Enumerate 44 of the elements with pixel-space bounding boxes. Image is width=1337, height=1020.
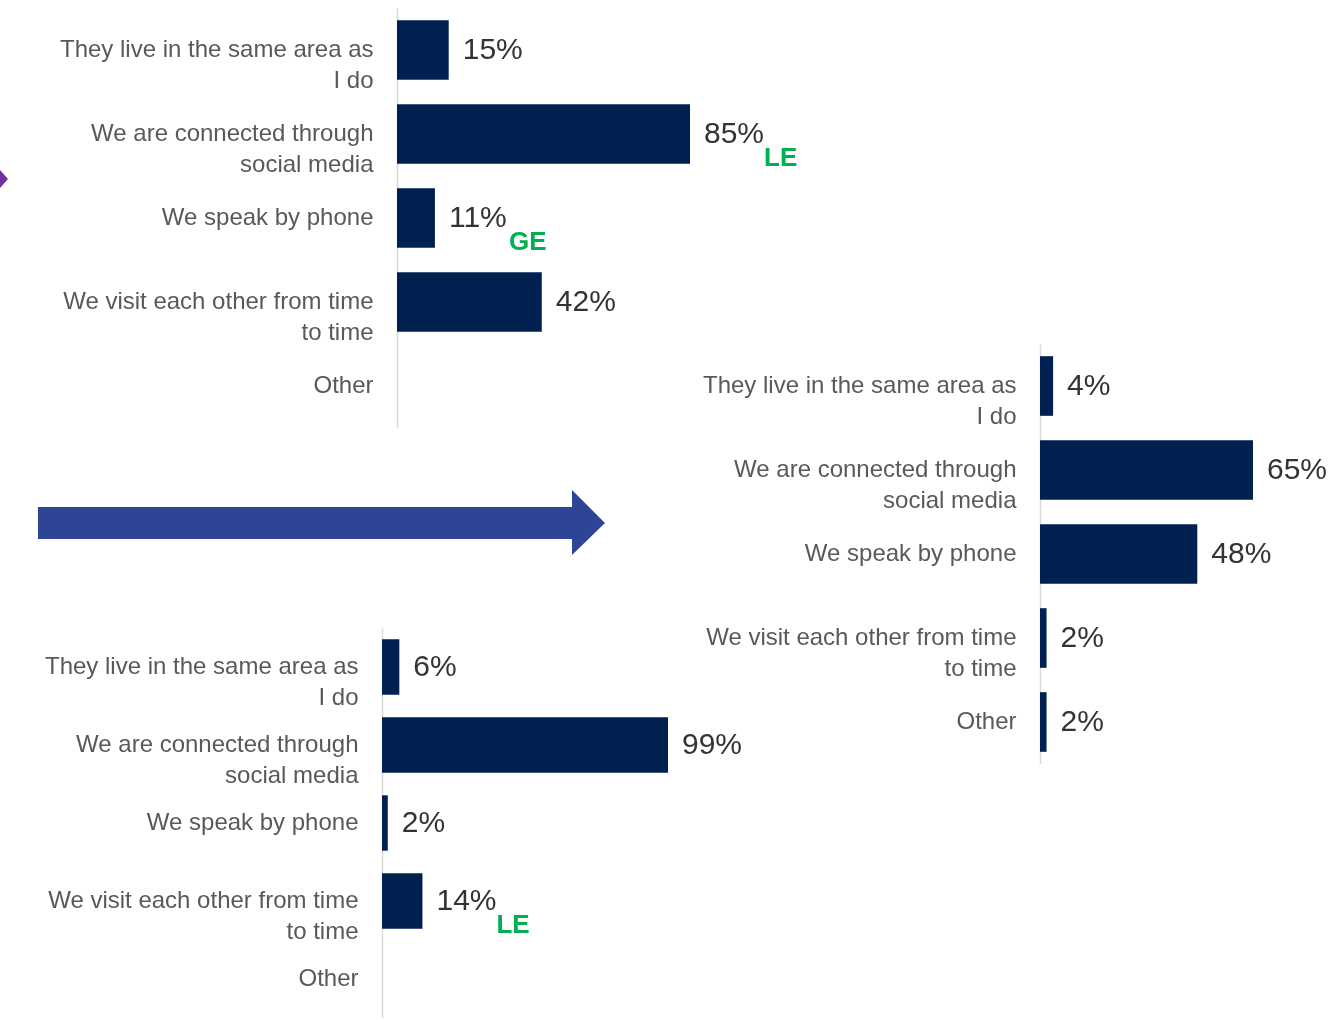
data-label: 2% — [1060, 704, 1104, 737]
y-tick-label: We visit each other from time to time — [706, 623, 1017, 681]
data-label: 15% — [462, 32, 523, 65]
y-tick-label: We are connected through social media — [91, 119, 375, 177]
data-label: 6% — [413, 649, 457, 682]
data-label: 48% — [1211, 536, 1272, 569]
data-label: 14% — [436, 883, 497, 916]
y-tick-label: They live in the same area as I do — [45, 652, 359, 710]
y-tick-label: Other — [956, 707, 1017, 734]
bar — [1040, 692, 1047, 752]
data-label: 11% — [448, 200, 507, 233]
y-tick-label: They live in the same area as I do — [60, 35, 374, 93]
data-label: 85% — [704, 116, 765, 149]
bar — [397, 188, 435, 248]
y-tick-label: We visit each other from time to time — [48, 886, 359, 944]
bar — [382, 717, 668, 773]
y-tick-label: We speak by phone — [161, 203, 374, 230]
bar — [382, 795, 388, 851]
annotation: GE — [508, 226, 547, 256]
bar — [1040, 356, 1054, 416]
annotation: LE — [764, 142, 798, 172]
y-tick-label: We are connected through social media — [734, 455, 1018, 513]
bar — [1040, 440, 1253, 500]
y-tick-label: We speak by phone — [146, 808, 359, 835]
data-label: 65% — [1267, 452, 1328, 485]
y-tick-label: We visit each other from time to time — [63, 287, 374, 345]
bar — [397, 104, 690, 164]
annotation: LE — [496, 909, 530, 939]
bar — [397, 20, 449, 80]
bar — [397, 272, 542, 332]
data-label: 99% — [682, 727, 743, 760]
bar — [1040, 608, 1047, 668]
y-tick-label: They live in the same area as I do — [703, 371, 1017, 429]
y-tick-label: We are connected through social media — [76, 730, 360, 788]
bar — [382, 639, 400, 695]
data-label: 4% — [1067, 368, 1111, 401]
y-tick-label: Other — [298, 964, 359, 991]
y-tick-label: We speak by phone — [804, 539, 1017, 566]
data-label: 2% — [1060, 620, 1104, 653]
y-tick-label: Other — [313, 371, 374, 398]
bar — [1040, 524, 1198, 584]
data-label: 2% — [401, 805, 446, 838]
bar — [382, 873, 423, 929]
data-label: 42% — [555, 284, 616, 317]
